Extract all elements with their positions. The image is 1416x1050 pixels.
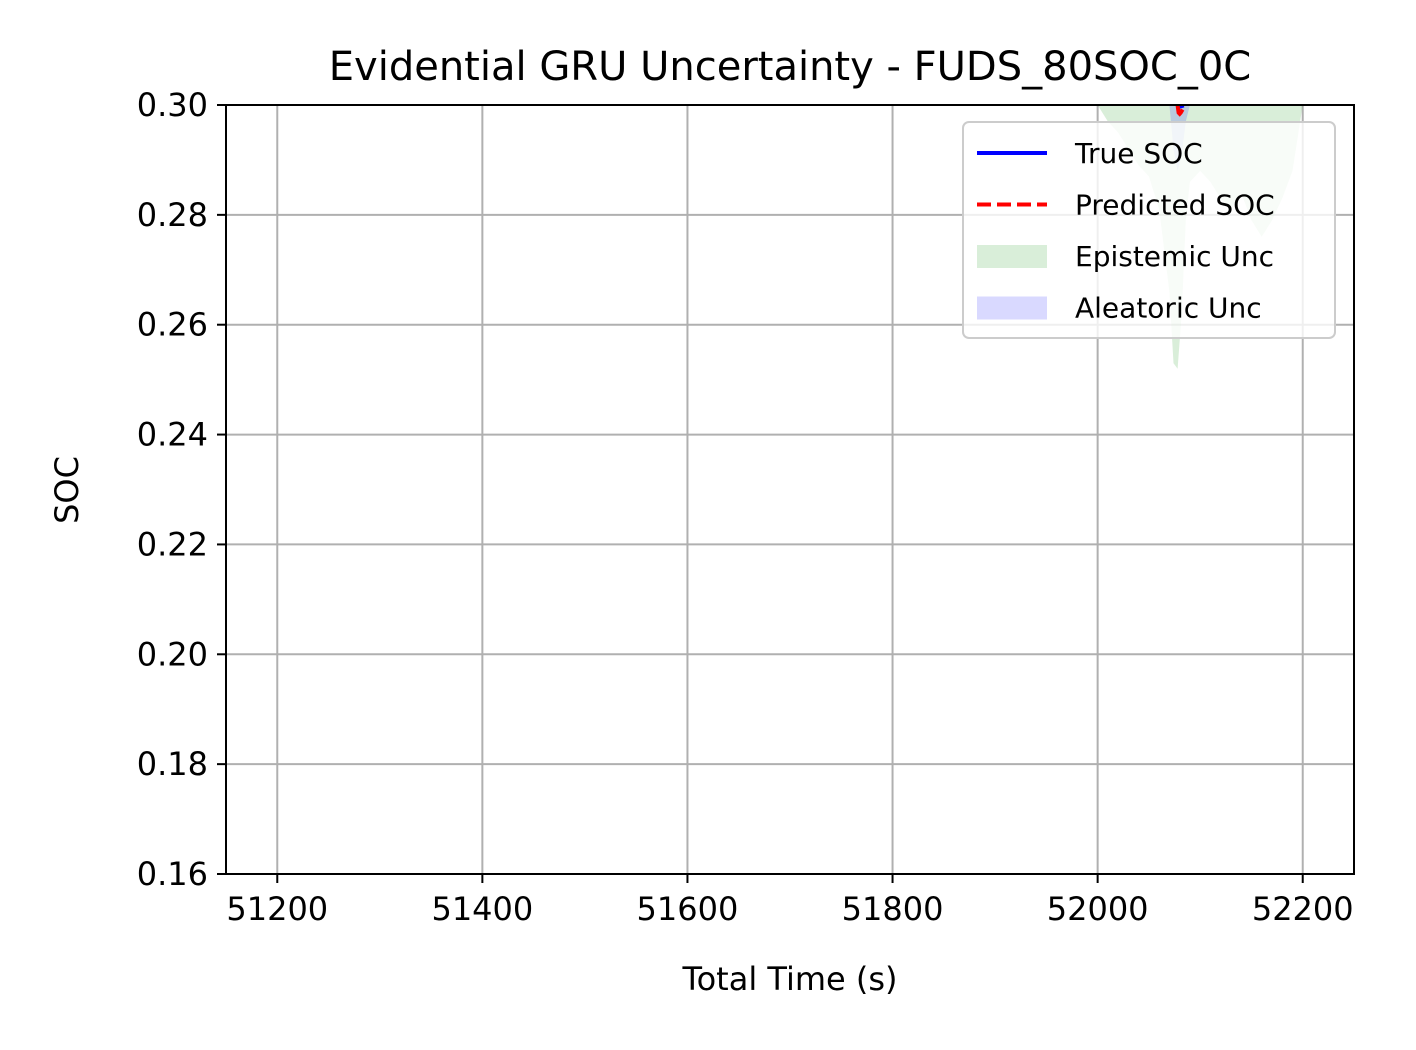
y-tick-label: 0.28 [137, 196, 208, 234]
x-axis: 51200 51400 51600 51800 52000 52200 [226, 874, 1354, 928]
x-axis-label: Total Time (s) [681, 960, 897, 998]
y-axis-label: SOC [48, 456, 86, 524]
predicted-soc-line [1175, 105, 1186, 117]
legend-label-epistemic-unc: Epistemic Unc [1075, 240, 1274, 273]
legend: True SOC Predicted SOC Epistemic Unc Aleato… [962, 121, 1336, 339]
y-tick-label: 0.26 [137, 306, 208, 344]
y-tick-label: 0.22 [137, 525, 208, 563]
legend-swatch-epistemic-unc [977, 245, 1047, 268]
y-tick-label: 0.20 [137, 635, 208, 673]
legend-label-true-soc: True SOC [1074, 137, 1203, 170]
plot-frame [225, 104, 1355, 875]
x-tick-label: 51800 [842, 890, 944, 928]
y-tick-label: 0.30 [137, 86, 208, 124]
y-tick-label: 0.18 [137, 745, 208, 783]
x-tick-label: 51600 [637, 890, 739, 928]
legend-label-predicted-soc: Predicted SOC [1075, 189, 1275, 222]
x-tick-label: 52200 [1252, 890, 1354, 928]
x-tick-label: 52000 [1047, 890, 1149, 928]
x-tick-label: 51400 [431, 890, 533, 928]
legend-label-aleatoric-unc: Aleatoric Unc [1075, 292, 1262, 325]
x-tick-label: 51200 [226, 890, 328, 928]
legend-swatch-aleatoric-unc [977, 296, 1047, 320]
y-tick-label: 0.16 [137, 855, 208, 893]
y-axis: 0.16 0.18 0.20 0.22 0.24 0.26 0.28 0.30 [137, 86, 226, 893]
chart-title: Evidential GRU Uncertainty - FUDS_80SOC_… [329, 44, 1251, 90]
y-tick-label: 0.24 [137, 416, 208, 454]
legend-box [962, 121, 1336, 339]
